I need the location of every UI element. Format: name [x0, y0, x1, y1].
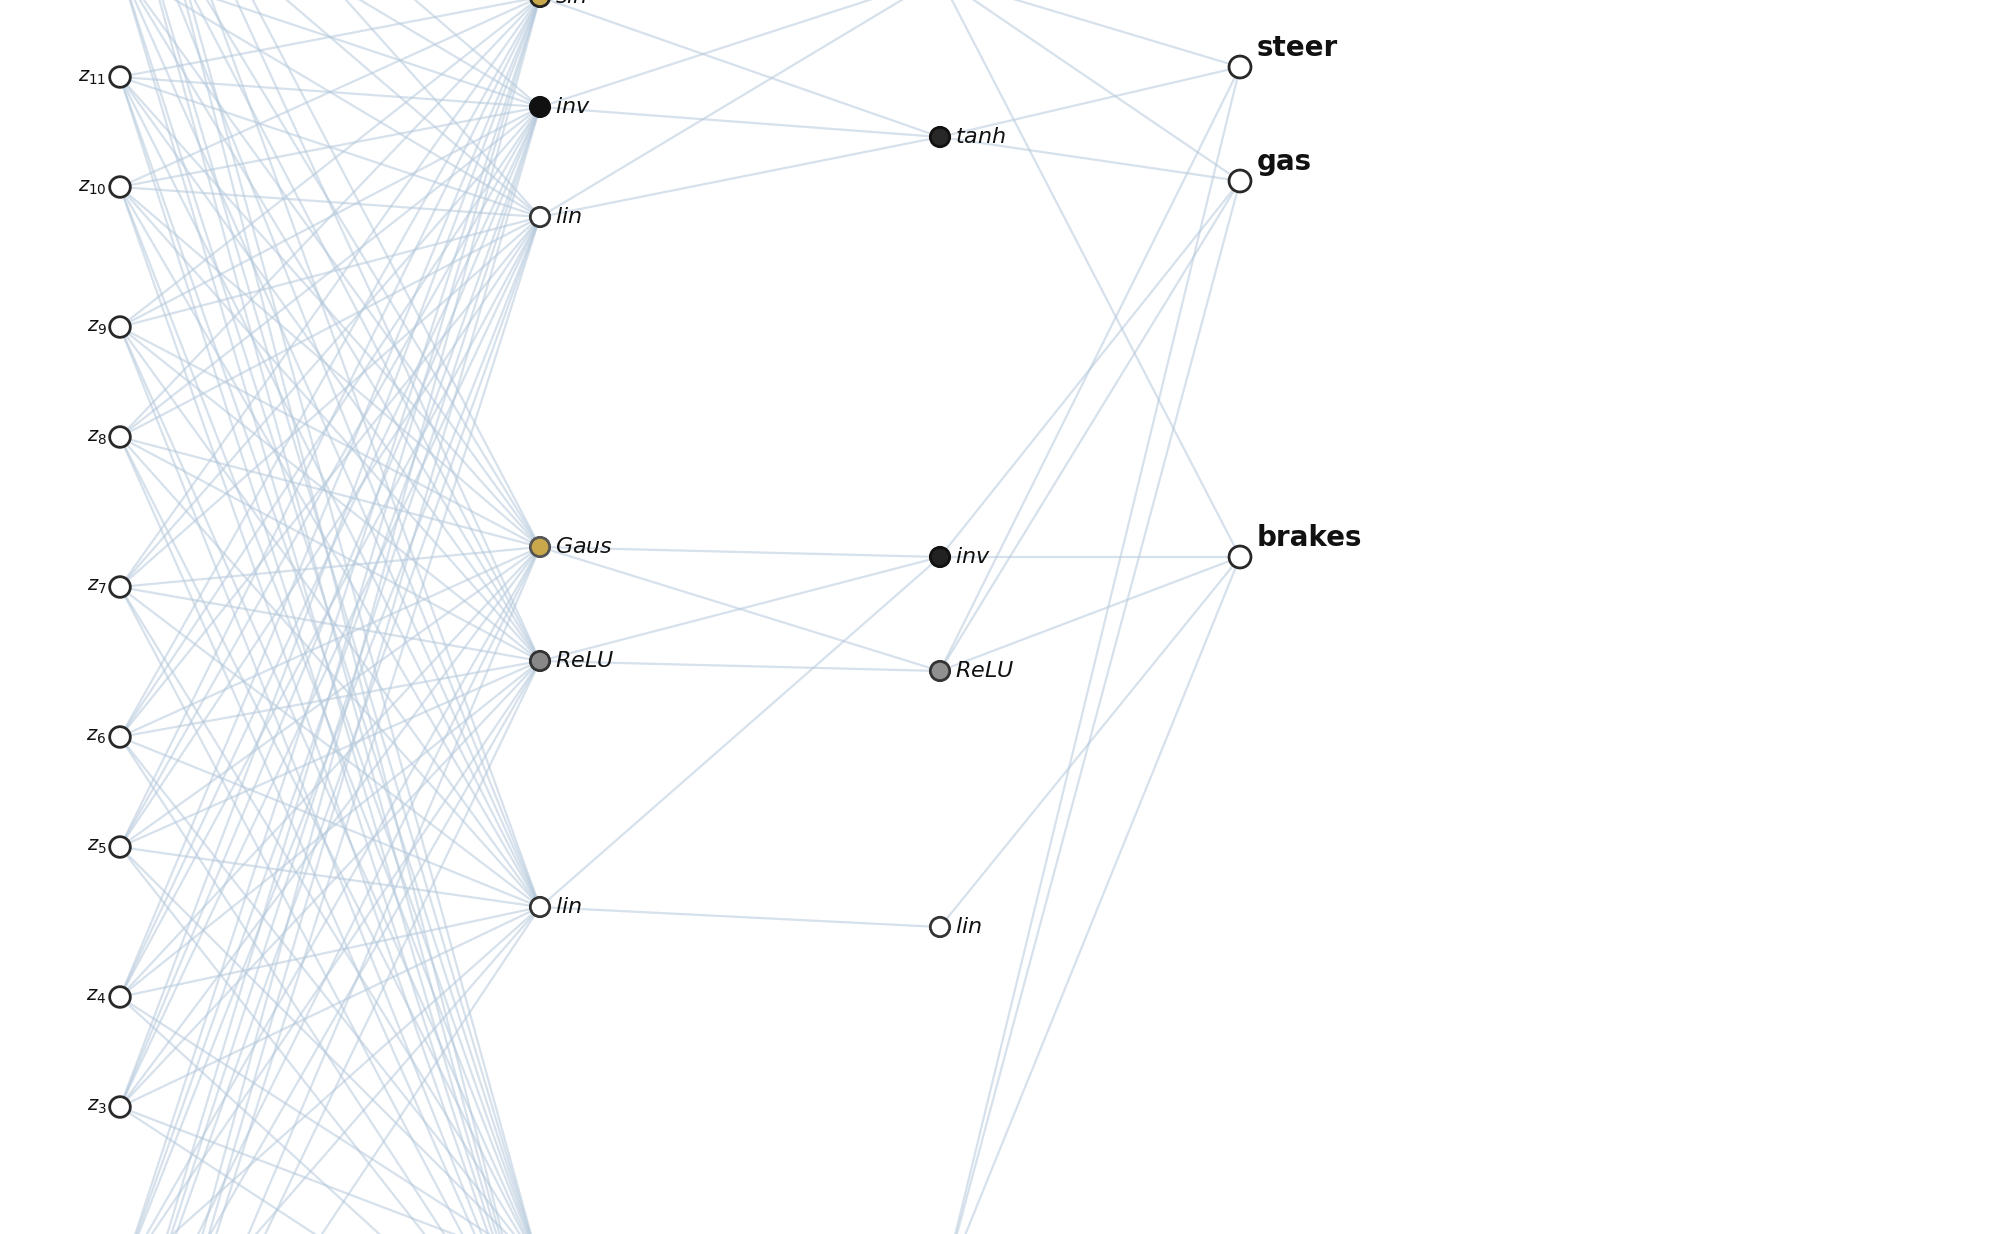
Circle shape	[930, 661, 950, 681]
Text: $\it{ReLU}$: $\it{ReLU}$	[554, 652, 614, 671]
Circle shape	[110, 1097, 130, 1117]
Circle shape	[110, 317, 130, 337]
Circle shape	[1230, 56, 1250, 78]
Text: gas: gas	[1256, 148, 1312, 175]
Text: $z_{5}$: $z_{5}$	[86, 838, 106, 856]
Circle shape	[530, 0, 550, 6]
Circle shape	[930, 917, 950, 937]
Circle shape	[530, 97, 550, 117]
Circle shape	[1230, 545, 1250, 568]
Circle shape	[110, 427, 130, 447]
Text: $\it{Gaus}$: $\it{Gaus}$	[554, 537, 612, 557]
Circle shape	[530, 207, 550, 227]
Text: $z_{9}$: $z_{9}$	[86, 317, 106, 337]
Text: $\it{inv}$: $\it{inv}$	[954, 547, 990, 566]
Text: $z_{7}$: $z_{7}$	[86, 578, 106, 596]
Text: steer: steer	[1256, 33, 1338, 62]
Text: $z_{3}$: $z_{3}$	[86, 1097, 106, 1117]
Text: $z_{6}$: $z_{6}$	[86, 728, 106, 747]
Circle shape	[110, 727, 130, 748]
Text: $\it{ReLU}$: $\it{ReLU}$	[954, 661, 1014, 681]
Text: $\it{sin}$: $\it{sin}$	[554, 0, 586, 7]
Text: $\it{lin}$: $\it{lin}$	[554, 207, 582, 227]
Circle shape	[110, 576, 130, 597]
Circle shape	[530, 652, 550, 670]
Circle shape	[930, 127, 950, 147]
Text: $\it{lin}$: $\it{lin}$	[554, 897, 582, 917]
Text: brakes: brakes	[1256, 523, 1362, 552]
Circle shape	[110, 987, 130, 1007]
Text: $z_{10}$: $z_{10}$	[78, 178, 106, 196]
Text: $\it{inv}$: $\it{inv}$	[554, 97, 590, 117]
Circle shape	[1230, 170, 1250, 193]
Text: $\it{tanh}$: $\it{tanh}$	[954, 127, 1006, 147]
Text: $z_{4}$: $z_{4}$	[86, 987, 106, 1007]
Circle shape	[110, 176, 130, 197]
Circle shape	[530, 897, 550, 917]
Text: $z_{11}$: $z_{11}$	[78, 68, 106, 86]
Text: $z_{8}$: $z_{8}$	[86, 427, 106, 447]
Text: $\it{lin}$: $\it{lin}$	[954, 917, 982, 937]
Circle shape	[110, 837, 130, 858]
Circle shape	[930, 548, 950, 566]
Circle shape	[110, 67, 130, 88]
Circle shape	[530, 537, 550, 557]
